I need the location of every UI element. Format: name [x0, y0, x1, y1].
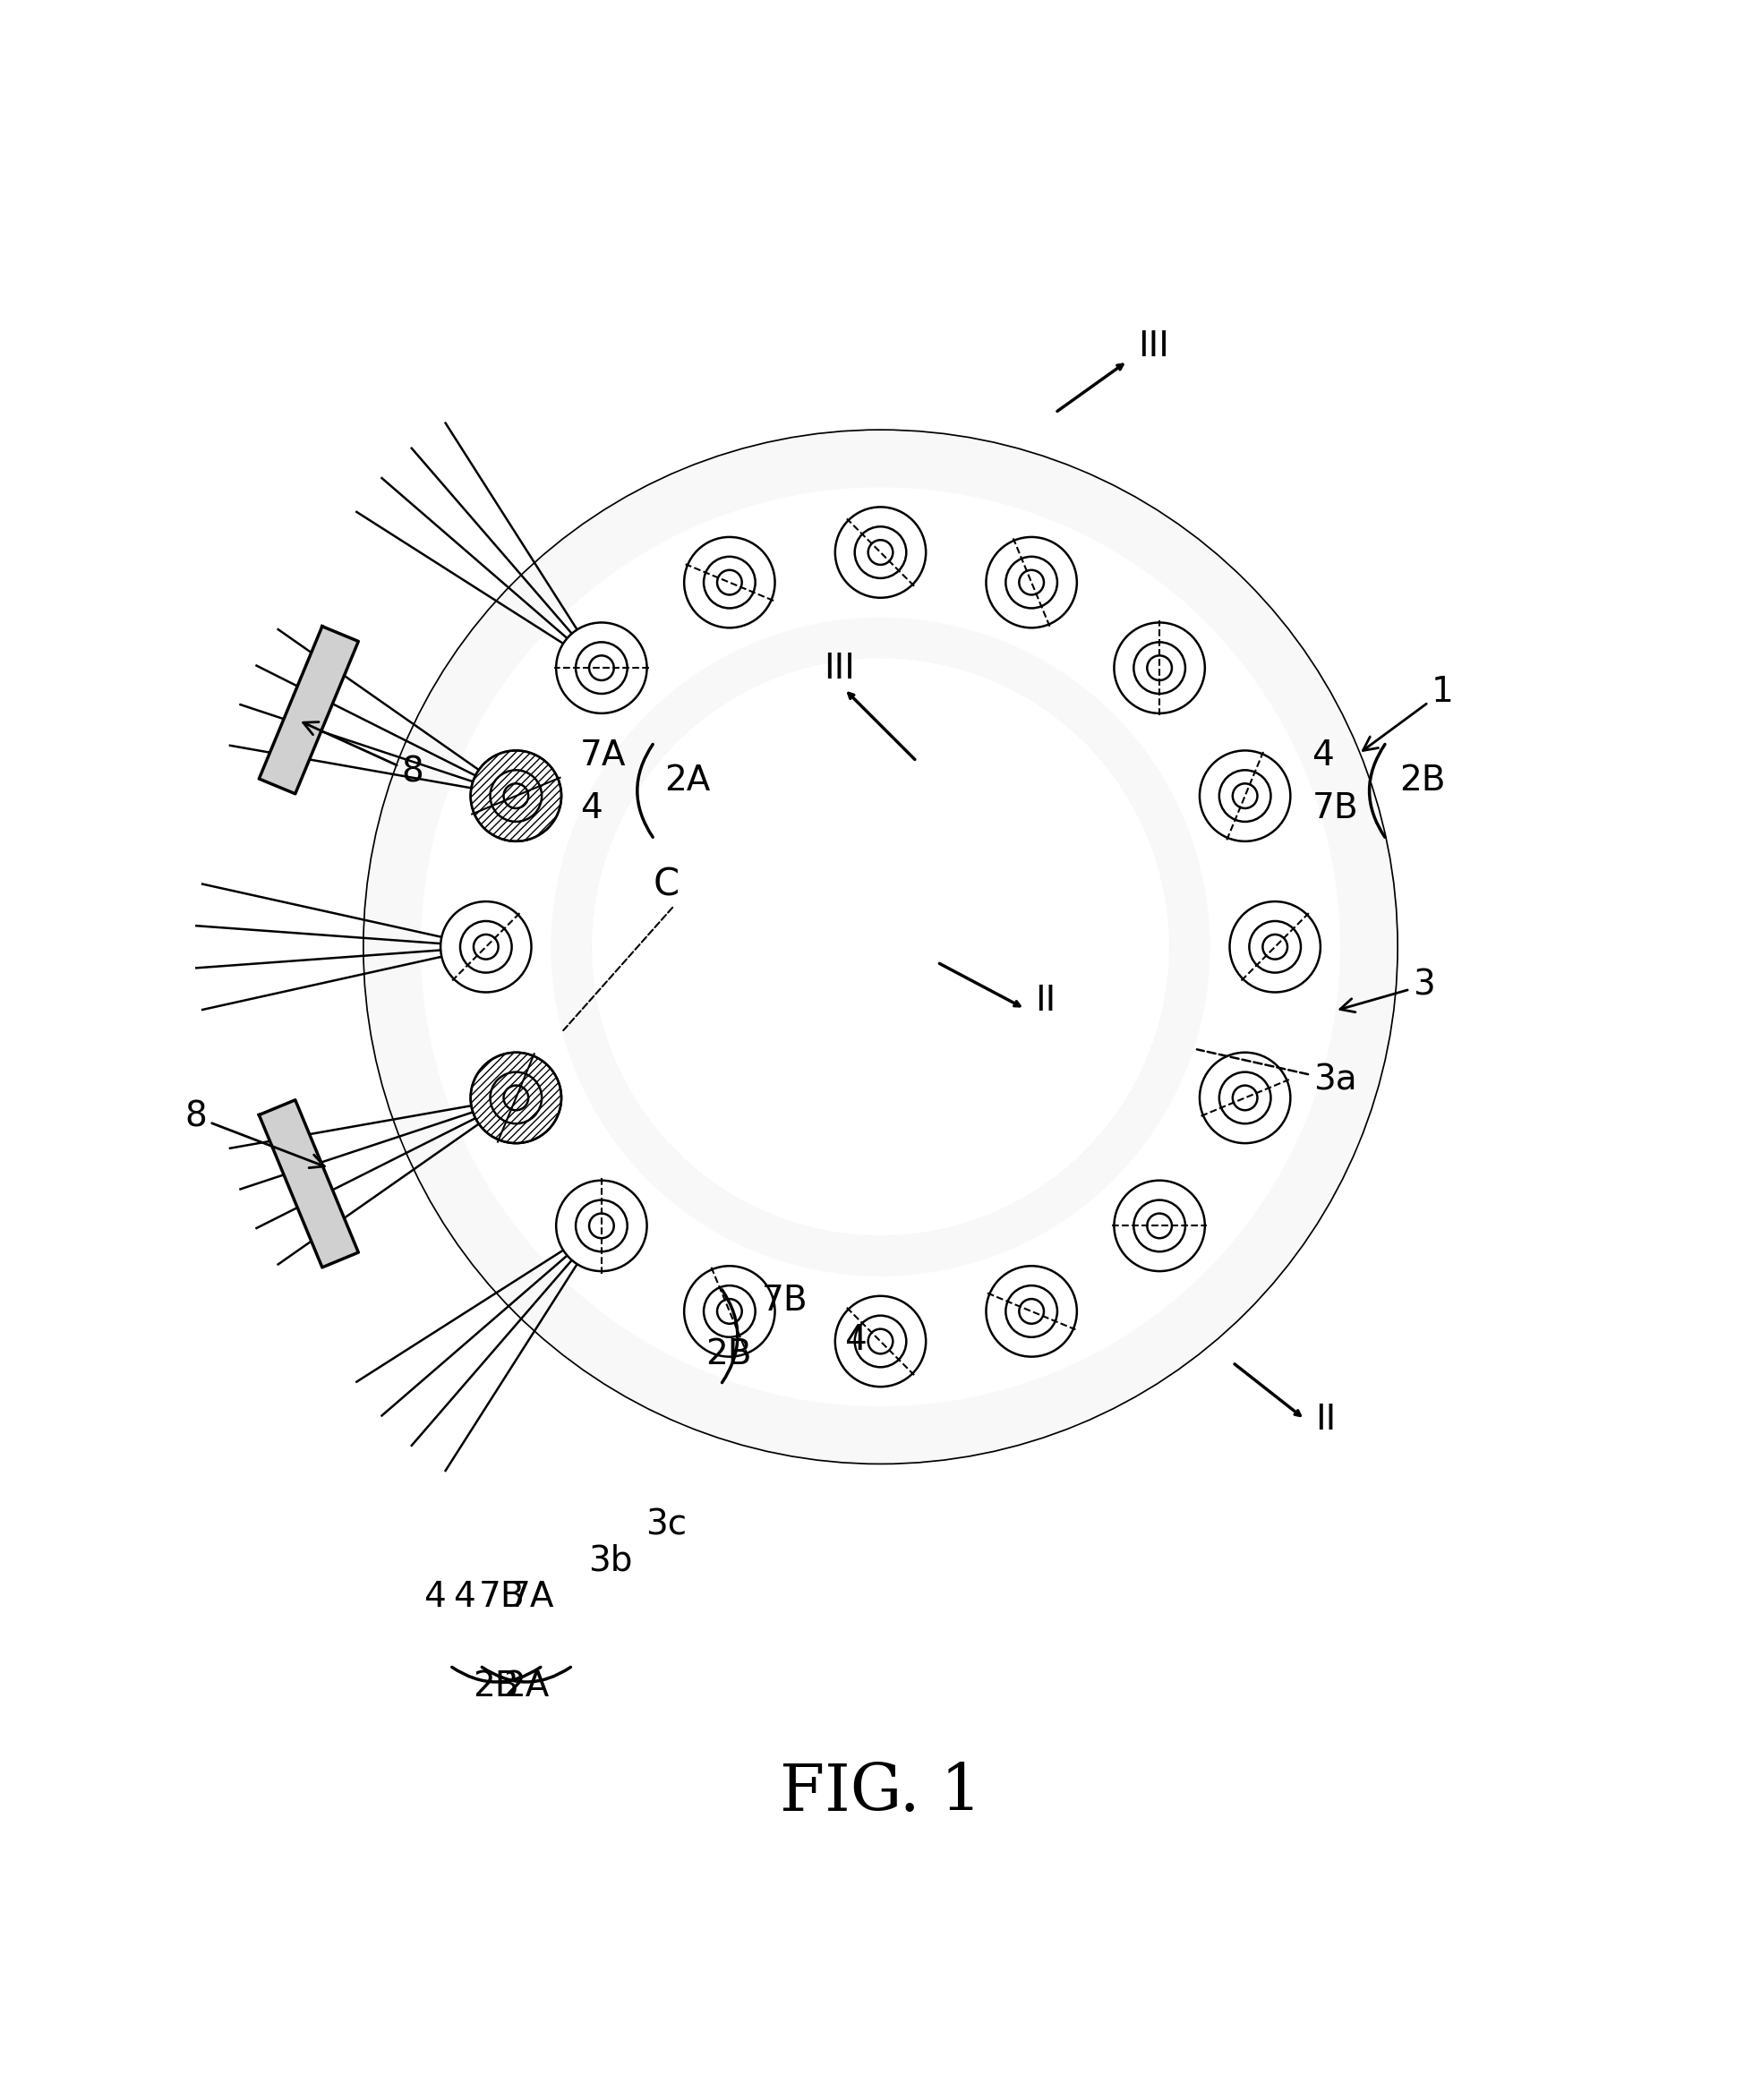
Circle shape: [576, 643, 627, 693]
Circle shape: [717, 1300, 741, 1323]
Circle shape: [1263, 934, 1287, 960]
Circle shape: [1233, 783, 1257, 808]
Circle shape: [1146, 1214, 1171, 1239]
Circle shape: [868, 540, 893, 565]
Text: 4: 4: [1312, 737, 1335, 773]
Text: 3a: 3a: [1197, 1050, 1356, 1098]
Circle shape: [1219, 1071, 1271, 1124]
Text: 7B: 7B: [479, 1579, 525, 1615]
Text: 7A: 7A: [509, 1579, 555, 1615]
Circle shape: [590, 655, 615, 680]
Text: 7A: 7A: [579, 737, 627, 773]
Polygon shape: [259, 1100, 359, 1268]
Circle shape: [1006, 556, 1057, 609]
Text: FIG. 1: FIG. 1: [780, 1762, 981, 1825]
Circle shape: [504, 1086, 528, 1111]
Circle shape: [1115, 622, 1205, 714]
Text: 3b: 3b: [588, 1544, 632, 1577]
Circle shape: [854, 527, 907, 578]
Circle shape: [365, 430, 1396, 1462]
Circle shape: [590, 1214, 615, 1239]
Circle shape: [835, 1296, 926, 1386]
Text: C: C: [653, 865, 680, 903]
Text: II: II: [1315, 1403, 1337, 1436]
Circle shape: [1006, 1285, 1057, 1338]
Text: 2A: 2A: [504, 1670, 549, 1703]
Text: III: III: [824, 651, 856, 687]
Circle shape: [556, 622, 646, 714]
Text: 4: 4: [844, 1323, 866, 1357]
Text: 1: 1: [1363, 676, 1453, 750]
Circle shape: [421, 487, 1340, 1405]
Circle shape: [1115, 1180, 1205, 1270]
Text: 8: 8: [185, 1100, 324, 1168]
Text: 3: 3: [1340, 968, 1435, 1012]
Circle shape: [704, 556, 755, 609]
Circle shape: [1229, 901, 1321, 991]
Circle shape: [490, 1071, 542, 1124]
Circle shape: [1249, 922, 1301, 972]
Circle shape: [592, 657, 1169, 1235]
Text: 7B: 7B: [1312, 792, 1358, 825]
Circle shape: [683, 1266, 775, 1357]
Circle shape: [556, 1180, 646, 1270]
Circle shape: [1134, 1199, 1185, 1252]
Circle shape: [470, 1052, 562, 1142]
Circle shape: [854, 1315, 907, 1367]
Circle shape: [1020, 1300, 1044, 1323]
Text: II: II: [1035, 985, 1057, 1018]
Circle shape: [1199, 1052, 1291, 1142]
Circle shape: [490, 771, 542, 821]
Text: 2B: 2B: [1400, 764, 1446, 798]
Text: 4: 4: [579, 792, 602, 825]
Circle shape: [592, 657, 1169, 1235]
Circle shape: [576, 1199, 627, 1252]
Circle shape: [1199, 750, 1291, 842]
Circle shape: [440, 901, 532, 991]
Text: III: III: [1138, 330, 1169, 363]
Text: 2B: 2B: [704, 1338, 752, 1371]
Circle shape: [551, 617, 1210, 1277]
Circle shape: [986, 1266, 1078, 1357]
Text: 3c: 3c: [645, 1508, 687, 1541]
Circle shape: [1219, 771, 1271, 821]
Circle shape: [1146, 655, 1171, 680]
Circle shape: [683, 538, 775, 628]
Circle shape: [868, 1329, 893, 1354]
Text: 2B: 2B: [474, 1670, 519, 1703]
Circle shape: [835, 506, 926, 598]
Circle shape: [1134, 643, 1185, 693]
Circle shape: [470, 750, 562, 842]
Text: 4: 4: [423, 1579, 446, 1615]
Circle shape: [1233, 1086, 1257, 1111]
Text: 2A: 2A: [664, 764, 710, 798]
Circle shape: [704, 1285, 755, 1338]
Text: 7B: 7B: [763, 1283, 808, 1317]
Circle shape: [474, 934, 498, 960]
Circle shape: [1020, 569, 1044, 594]
Circle shape: [460, 922, 512, 972]
Circle shape: [717, 569, 741, 594]
Circle shape: [986, 538, 1078, 628]
Text: 4: 4: [453, 1579, 475, 1615]
Circle shape: [504, 783, 528, 808]
Text: 8: 8: [303, 722, 424, 790]
Polygon shape: [259, 626, 359, 794]
